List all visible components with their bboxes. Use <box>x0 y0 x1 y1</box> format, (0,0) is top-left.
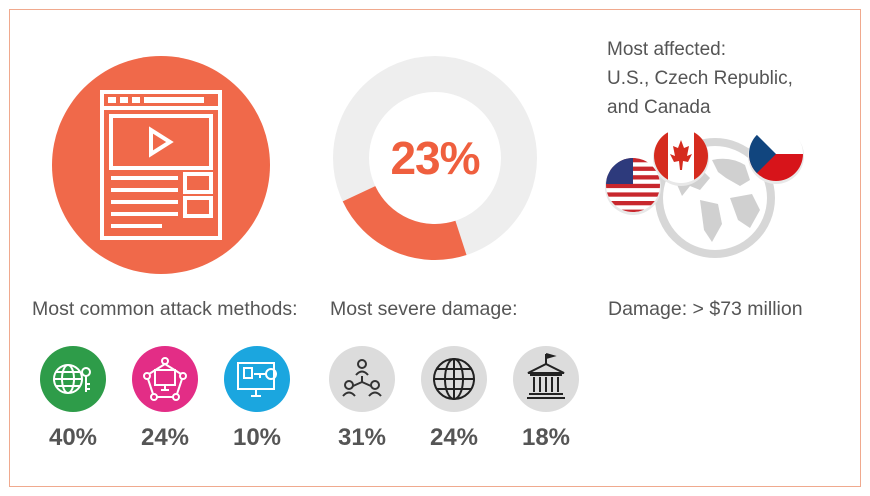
canada-flag-icon <box>653 129 709 186</box>
donut-ring <box>333 56 537 260</box>
severe-damage-label: Most severe damage: <box>330 298 518 320</box>
donut-value-label: 23% <box>390 132 480 184</box>
damage-pct-3: 18% <box>521 424 571 451</box>
donut-segment <box>342 185 467 260</box>
affected-line-2: U.S., Czech Republic, <box>607 68 793 89</box>
damage-total-label: Damage: > $73 million <box>608 298 803 320</box>
attack-pct-3: 10% <box>232 424 282 451</box>
attack-pct-2: 24% <box>140 424 190 451</box>
globe-icon <box>421 346 487 412</box>
attack-pct-1: 40% <box>48 424 98 451</box>
web-page-video-icon <box>52 56 270 274</box>
government-building-icon <box>513 346 579 412</box>
people-network-icon <box>329 346 395 412</box>
affected-line-3: and Canada <box>607 97 711 118</box>
damage-pct-2: 24% <box>429 424 479 451</box>
computer-key-icon <box>224 346 290 412</box>
percent-donut: 23% <box>325 48 545 268</box>
attack-methods-label: Most common attack methods: <box>32 298 298 320</box>
damage-pct-1: 31% <box>337 424 387 451</box>
us-flag-icon <box>605 158 661 215</box>
affected-flags <box>600 120 830 270</box>
infographic-frame <box>9 9 861 487</box>
affected-line-1: Most affected: <box>607 39 726 60</box>
network-monitor-icon <box>132 346 198 412</box>
globe-key-icon <box>40 346 106 412</box>
most-affected-text: Most affected: U.S., Czech Republic, and… <box>607 35 847 122</box>
czech-flag-icon <box>748 127 804 184</box>
